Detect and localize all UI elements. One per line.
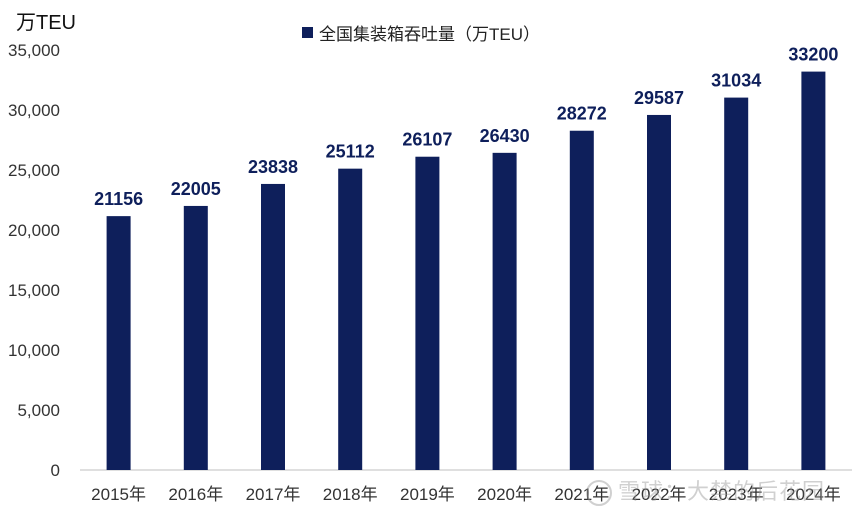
bar xyxy=(647,114,671,471)
y-tick-label: 10,000 xyxy=(8,341,60,360)
y-tick-label: 0 xyxy=(51,461,60,480)
x-tick-label: 2022年 xyxy=(632,485,687,504)
x-tick-label: 2023年 xyxy=(709,485,764,504)
legend-label: 全国集装箱吞吐量（万TEU） xyxy=(319,25,540,44)
data-label: 21156 xyxy=(94,189,143,209)
bar xyxy=(106,216,131,470)
bar xyxy=(569,130,594,470)
watermark: 雪球：大禁的后花园 xyxy=(586,474,826,507)
data-label: 29587 xyxy=(634,88,684,108)
bar xyxy=(338,168,363,470)
data-label: 33200 xyxy=(788,45,838,65)
data-label: 22005 xyxy=(171,179,221,199)
data-label: 23838 xyxy=(248,157,298,177)
x-tick-label: 2020年 xyxy=(477,485,532,504)
y-tick-label: 20,000 xyxy=(8,221,60,240)
bar xyxy=(724,97,749,470)
bar xyxy=(801,71,826,470)
y-tick-label: 30,000 xyxy=(8,101,60,120)
x-tick-label: 2024年 xyxy=(786,485,841,504)
data-label: 25112 xyxy=(326,142,375,162)
x-tick-label: 2018年 xyxy=(323,485,378,504)
y-tick-label: 15,000 xyxy=(8,281,60,300)
y-axis-unit-label: 万TEU xyxy=(16,12,76,34)
y-tick-label: 25,000 xyxy=(8,161,60,180)
data-label: 28272 xyxy=(557,104,607,124)
bar xyxy=(261,183,285,470)
data-label: 26107 xyxy=(402,130,452,150)
x-tick-label: 2016年 xyxy=(168,485,223,504)
bar xyxy=(415,156,440,470)
y-tick-label: 35,000 xyxy=(8,41,60,60)
bar xyxy=(492,152,517,470)
x-tick-label: 2017年 xyxy=(246,485,301,504)
y-tick-label: 5,000 xyxy=(17,401,60,420)
legend-swatch xyxy=(302,27,313,38)
snowball-logo-icon xyxy=(586,480,612,507)
watermark-text: 雪球：大禁的后花园 xyxy=(618,479,826,504)
chart-legend: 全国集装箱吞吐量（万TEU） xyxy=(302,20,540,45)
x-tick-label: 2019年 xyxy=(400,485,455,504)
data-label: 26430 xyxy=(480,126,530,146)
bar xyxy=(183,205,208,470)
x-tick-label: 2015年 xyxy=(91,485,146,504)
data-label: 31034 xyxy=(711,71,761,91)
